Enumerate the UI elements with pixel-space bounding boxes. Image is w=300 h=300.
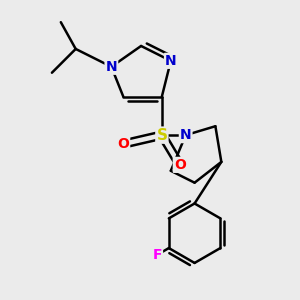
Text: S: S xyxy=(156,128,167,142)
Text: N: N xyxy=(165,54,177,68)
Text: N: N xyxy=(106,60,117,74)
Text: F: F xyxy=(152,248,162,262)
Text: O: O xyxy=(174,158,186,172)
Text: N: N xyxy=(180,128,191,142)
Text: O: O xyxy=(117,137,129,151)
